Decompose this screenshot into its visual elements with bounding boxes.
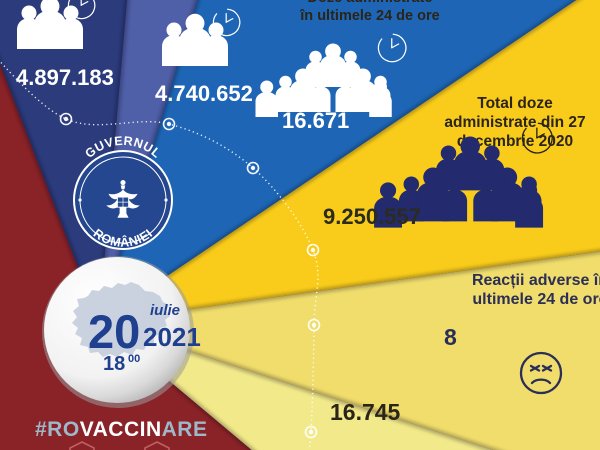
svg-text:16.745: 16.745 [330,399,401,425]
svg-text:4.740.652: 4.740.652 [155,81,253,106]
svg-text:Total doze: Total doze [477,95,553,112]
svg-text:8: 8 [444,324,457,350]
svg-text:Reacții adverse în: Reacții adverse în [472,272,600,289]
svg-text:00: 00 [128,353,140,365]
svg-text:18: 18 [103,353,125,375]
svg-text:2021: 2021 [143,322,201,352]
svg-text:16.671: 16.671 [282,108,349,133]
svg-text:Doze administrate: Doze administrate [308,0,433,6]
svg-text:#ROVACCINARE: #ROVACCINARE [35,418,207,441]
svg-text:4.897.183: 4.897.183 [16,65,114,90]
svg-text:iulie: iulie [150,302,180,319]
svg-text:20: 20 [88,305,140,358]
svg-text:în ultimele 24 de ore: în ultimele 24 de ore [299,8,439,24]
svg-text:ultimele 24 de ore: ultimele 24 de ore [472,291,600,308]
svg-text:9.250.557: 9.250.557 [323,204,421,229]
svg-text:administrate din 27: administrate din 27 [444,114,585,131]
